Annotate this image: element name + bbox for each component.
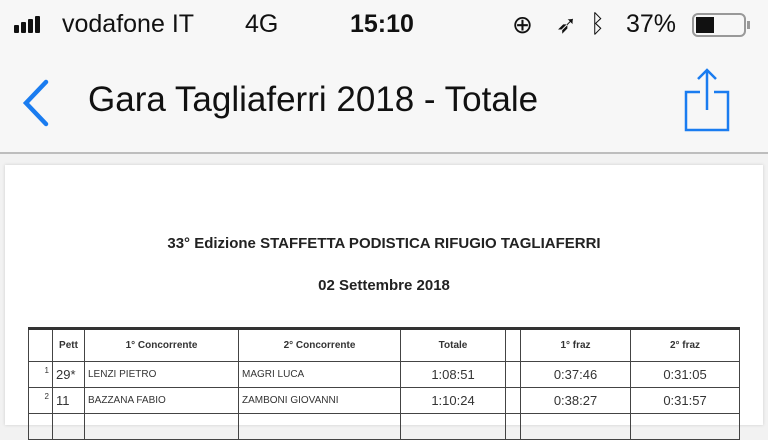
signal-icon [14, 16, 40, 33]
col-totale: Totale [400, 327, 506, 362]
document-date: 02 Settembre 2018 [318, 277, 450, 294]
table-header: Pett 1° Concorrente 2° Concorrente Total… [28, 327, 740, 362]
col-spacer [505, 327, 521, 362]
carrier: vodafone IT [62, 10, 195, 38]
col-rank [28, 327, 53, 362]
pdf-page: 33° Edizione STAFFETTA PODISTICA RIFUGIO… [5, 165, 763, 440]
rotation-lock-icon: ⊕ [512, 11, 533, 39]
table-row: 1 29* LENZI PIETRO MAGRI LUCA 1:08:51 0:… [28, 361, 740, 388]
results-table: Pett 1° Concorrente 2° Concorrente Total… [28, 327, 740, 440]
clock: 15:10 [350, 10, 414, 38]
page-title: Gara Tagliaferri 2018 - Totale [88, 80, 539, 119]
bluetooth-icon: ᛒ [590, 10, 606, 38]
share-icon [684, 68, 730, 132]
table-row-partial [28, 413, 740, 440]
battery-icon [692, 13, 752, 44]
col-c2: 2° Concorrente [238, 327, 401, 362]
navigation-bar: Gara Tagliaferri 2018 - Totale [0, 50, 768, 154]
share-button[interactable] [682, 68, 732, 139]
network-type: 4G [245, 10, 279, 38]
col-c1: 1° Concorrente [84, 327, 239, 362]
col-pett: Pett [52, 327, 85, 362]
col-f1: 1° fraz [520, 327, 631, 362]
location-icon: ➶ [556, 11, 577, 39]
document-heading: 33° Edizione STAFFETTA PODISTICA RIFUGIO… [167, 235, 601, 252]
status-bar: vodafone IT 4G 15:10 ⊕ ➶ ᛒ 37% [0, 0, 768, 50]
battery-percent: 37% [626, 10, 677, 38]
table-row: 2 11 BAZZANA FABIO ZAMBONI GIOVANNI 1:10… [28, 387, 740, 414]
chevron-left-icon [22, 79, 49, 127]
col-f2: 2° fraz [630, 327, 740, 362]
back-button[interactable] [18, 78, 54, 133]
